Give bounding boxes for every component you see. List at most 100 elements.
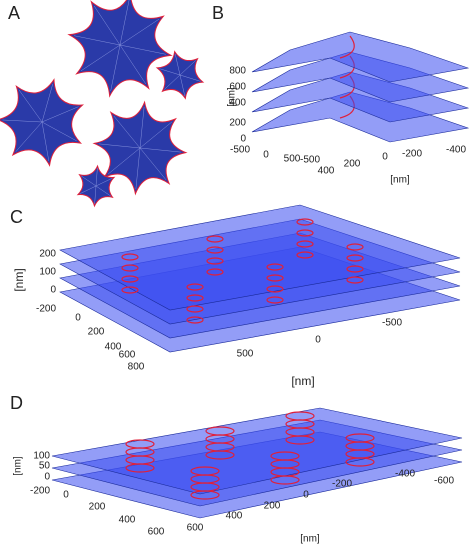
tick-label: 0: [263, 150, 269, 161]
tile-ray: [15, 121, 43, 152]
tile-ray: [113, 115, 141, 149]
tick-label: 0: [315, 335, 321, 346]
tile-ray: [139, 121, 173, 149]
tile-ray: [119, 18, 160, 46]
tick-label: -500: [382, 318, 402, 329]
axis-label: [nm]: [227, 87, 238, 107]
helix: [266, 274, 284, 282]
tile-ray: [119, 44, 166, 55]
helix: [186, 294, 204, 302]
tile: [67, 0, 173, 98]
tick-label: 400: [318, 166, 335, 177]
tick-label: 400: [119, 515, 136, 526]
sheet: [251, 31, 470, 83]
tile-ray: [2, 119, 43, 123]
tick-label: 200: [89, 502, 106, 513]
tick-label: 400: [229, 98, 246, 109]
tile-ray: [164, 74, 181, 90]
tile-ray: [135, 147, 141, 190]
tile-ray: [159, 68, 181, 76]
helix: [121, 275, 139, 283]
tile-ray: [119, 44, 147, 85]
helix: [346, 254, 364, 262]
axis-label: [nm]: [300, 534, 320, 545]
helix: [270, 451, 300, 461]
helix: [121, 253, 139, 261]
tick-label: 600: [119, 350, 136, 361]
tick-label: 50: [39, 461, 51, 472]
tick-label: -500: [300, 155, 320, 166]
tile-ray: [139, 147, 167, 181]
tick-label: -200: [30, 486, 50, 497]
tile-ray: [74, 35, 121, 46]
tile-ray: [179, 60, 196, 76]
tile-ray: [139, 106, 145, 149]
tick-label: 100: [39, 267, 56, 278]
helix: [339, 35, 355, 59]
tile-ray: [95, 168, 98, 187]
helix: [206, 235, 224, 243]
tick-label: 200: [88, 327, 105, 338]
tick-label: 0: [75, 313, 81, 324]
helix: [206, 246, 224, 254]
tick-label: 200: [229, 118, 246, 129]
tick-label: 600: [229, 82, 246, 93]
helix: [296, 229, 314, 237]
tile-ray: [95, 178, 113, 187]
sheet: [251, 71, 470, 123]
tick-label: -200: [36, 304, 56, 315]
tile-ray: [175, 53, 181, 76]
helix: [186, 283, 204, 291]
tick-label: 200: [344, 159, 361, 170]
tile-ray: [41, 83, 53, 123]
axis-label: [nm]: [12, 268, 26, 291]
tile-ray: [98, 143, 141, 149]
helix: [186, 316, 204, 324]
tick-label: 500: [284, 154, 301, 165]
tick-label: 600: [187, 523, 204, 534]
helix: [205, 426, 235, 436]
panel-label: C: [10, 207, 23, 227]
helix: [296, 251, 314, 259]
axis-label: [nm]: [13, 456, 24, 476]
tick-label: 500: [237, 349, 254, 360]
tile-ray: [110, 44, 121, 91]
tick-label: -200: [332, 479, 352, 490]
helix: [346, 276, 364, 284]
tile-ray: [41, 121, 50, 162]
tick-label: -500: [230, 145, 250, 156]
tile-ray: [79, 185, 97, 194]
tick-label: 400: [226, 511, 243, 522]
sheet: [59, 204, 461, 311]
helix: [266, 263, 284, 271]
tile-ray: [81, 175, 97, 187]
tick-label: 800: [128, 362, 145, 373]
tick-label: 0: [50, 285, 56, 296]
panel-label: B: [212, 3, 224, 23]
tick-label: 0: [63, 490, 69, 501]
helix: [206, 257, 224, 265]
sheet: [51, 407, 463, 495]
tick-label: -200: [402, 149, 422, 160]
tick-label: 100: [33, 451, 50, 462]
drawing: [0, 0, 470, 519]
helix: [346, 265, 364, 273]
panel-label: A: [8, 3, 20, 23]
tick-label: -400: [395, 469, 415, 480]
tick-label: 400: [105, 342, 122, 353]
helix: [285, 411, 315, 421]
axis-label: [nm]: [291, 374, 314, 388]
tick-label: 0: [382, 152, 388, 163]
tile-ray: [179, 74, 185, 97]
tile-ray: [80, 44, 121, 72]
tile: [0, 78, 85, 167]
helix: [190, 466, 220, 476]
helix: [296, 240, 314, 248]
tick-label: 0: [44, 472, 50, 483]
tick-label: 600: [148, 527, 165, 538]
tile-ray: [18, 89, 43, 123]
helix: [266, 296, 284, 304]
tick-label: 0: [240, 134, 246, 145]
tile-ray: [93, 5, 121, 46]
